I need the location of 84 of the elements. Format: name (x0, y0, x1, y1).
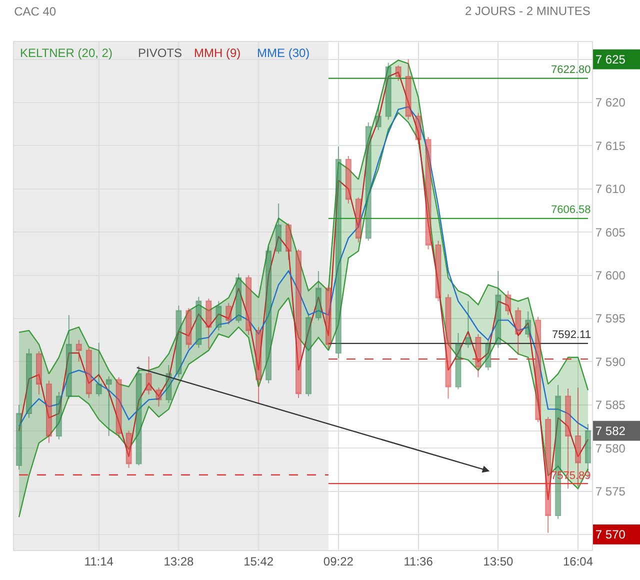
candlestick (455, 332, 462, 390)
candlestick (196, 296, 202, 348)
candlestick (216, 300, 222, 332)
candlestick (166, 364, 172, 404)
chart-title: CAC 40 (14, 4, 56, 18)
candlestick (525, 311, 532, 338)
candlestick (76, 340, 82, 362)
candlestick (126, 430, 132, 468)
candlestick (56, 391, 62, 440)
candlestick (266, 246, 272, 384)
candlestick (116, 376, 122, 438)
candlestick (515, 306, 522, 356)
x-tick-label: 13:28 (164, 554, 194, 568)
candlestick (375, 104, 382, 131)
candlestick (475, 334, 482, 378)
candlestick (385, 62, 392, 120)
y-tick-label: 7 610 (595, 182, 626, 196)
y-tick-label: 7 585 (595, 398, 626, 412)
y-tick-label: 7 620 (595, 96, 626, 110)
candlestick (136, 365, 142, 466)
candlestick (236, 273, 242, 324)
x-tick-label: 16:04 (563, 554, 594, 568)
candlestick (36, 350, 42, 395)
candlestick (345, 156, 352, 204)
x-tick-label: 11:14 (84, 554, 114, 568)
candlestick (535, 316, 542, 423)
y-tick-label: 7 595 (595, 312, 626, 326)
candlestick (316, 270, 322, 321)
candlestick (206, 298, 212, 350)
line-series (18, 106, 589, 430)
candlestick (46, 380, 52, 444)
candlestick (106, 376, 112, 436)
candlestick (156, 387, 162, 408)
candlestick (246, 274, 252, 336)
x-tick-label: 09:22 (323, 554, 354, 568)
candlestick (186, 308, 192, 350)
candlestick (86, 347, 92, 398)
candlestick (395, 64, 402, 82)
candlestick (66, 314, 72, 400)
y-tick-label: 7 580 (595, 441, 626, 456)
y-tick-label: 7 582 (595, 424, 626, 438)
x-tick-label: 11:36 (404, 554, 434, 568)
candlestick (276, 203, 282, 254)
candlestick (146, 356, 152, 395)
candlestick (96, 342, 102, 397)
candlestick (326, 285, 332, 350)
y-tick-label: 7 615 (595, 138, 626, 153)
candlestick (405, 58, 412, 120)
candlestick (505, 290, 512, 316)
candlestick (26, 348, 32, 418)
candlestick (296, 248, 302, 398)
y-tick-label: 7 570 (595, 528, 626, 542)
candlestick (286, 222, 292, 260)
candlestick (545, 416, 552, 534)
line-series (18, 60, 589, 391)
candlestick (256, 326, 262, 404)
y-tick-label: 7 605 (595, 225, 626, 240)
text: KELTNER (20, 2) (20, 46, 112, 60)
annotation: PIVOTS (138, 46, 182, 60)
candlestick (415, 112, 422, 144)
x-tick-label: 15:42 (244, 554, 274, 568)
series-label: 7592.11 (552, 329, 591, 341)
candlestick (16, 404, 22, 470)
y-tick-label: 7 600 (595, 268, 626, 282)
y-tick-label: 7 590 (595, 354, 626, 369)
y-tick-label: 7 625 (595, 52, 626, 66)
candlestick (445, 294, 452, 400)
candlestick (425, 136, 432, 250)
candlestick (495, 270, 502, 348)
candlestick (226, 302, 232, 326)
text: MME (30) (257, 46, 310, 60)
text: MMH (9) (194, 46, 241, 60)
candlestick (176, 305, 182, 378)
candlestick (435, 240, 442, 302)
candlestick (465, 300, 472, 348)
x-tick-label: 13:50 (483, 554, 514, 568)
candlestick (485, 340, 492, 371)
chart-subtitle: 2 JOURS - 2 MINUTES (465, 4, 590, 18)
candlestick (355, 197, 362, 243)
candlestick (306, 312, 312, 397)
series-label: 7606.58 (551, 204, 591, 216)
y-tick-label: 7 575 (595, 484, 626, 498)
series-label: 7622.80 (551, 64, 591, 76)
candlestick (365, 122, 372, 242)
